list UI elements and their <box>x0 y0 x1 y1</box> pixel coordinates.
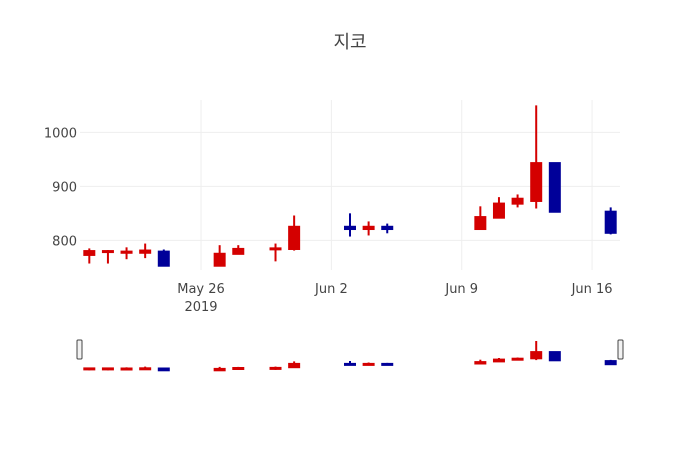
candle-increasing[interactable] <box>288 215 301 251</box>
candle-decreasing[interactable] <box>604 207 617 235</box>
candle-increasing[interactable] <box>83 248 96 264</box>
candle-decreasing[interactable] <box>344 213 356 237</box>
x-tick-year-label: 2019 <box>184 300 217 315</box>
candle-increasing[interactable] <box>101 367 114 371</box>
candle-decreasing[interactable] <box>548 162 561 213</box>
candle-increasing[interactable] <box>120 247 133 260</box>
candle-decreasing[interactable] <box>381 362 394 366</box>
range-slider[interactable] <box>76 339 624 372</box>
candle-increasing[interactable] <box>139 243 152 259</box>
candlestick-series[interactable] <box>83 105 617 267</box>
candle-decreasing[interactable] <box>604 359 617 366</box>
y-tick-label: 1000 <box>44 126 77 141</box>
range-slider-right-handle[interactable] <box>617 339 624 360</box>
candle-increasing[interactable] <box>474 359 487 365</box>
candle-increasing[interactable] <box>288 361 301 369</box>
grid-lines <box>80 100 620 270</box>
x-axis: May 26 2019 Jun 2 Jun 9 Jun 16 <box>177 282 612 315</box>
candle-increasing[interactable] <box>492 358 505 363</box>
y-tick-label: 800 <box>52 234 77 249</box>
x-tick-label: May 26 <box>177 282 225 297</box>
candle-increasing[interactable] <box>232 245 245 255</box>
candle-increasing[interactable] <box>139 366 152 371</box>
candle-increasing[interactable] <box>530 341 543 361</box>
candle-decreasing[interactable] <box>344 361 356 366</box>
candle-decreasing[interactable] <box>157 249 170 267</box>
x-tick-label: Jun 9 <box>444 282 478 297</box>
candle-increasing[interactable] <box>269 243 282 262</box>
candle-increasing[interactable] <box>474 206 487 231</box>
x-tick-label: Jun 16 <box>571 282 613 297</box>
candle-decreasing[interactable] <box>548 351 561 362</box>
candle-increasing[interactable] <box>362 362 375 366</box>
candle-increasing[interactable] <box>511 357 524 361</box>
candle-increasing[interactable] <box>120 367 133 371</box>
candle-increasing[interactable] <box>83 367 96 371</box>
candle-increasing[interactable] <box>269 366 282 370</box>
x-tick-label: Jun 2 <box>314 282 348 297</box>
range-slider-left-handle[interactable] <box>76 339 83 360</box>
candle-increasing[interactable] <box>492 197 505 219</box>
candle-increasing[interactable] <box>101 250 114 264</box>
candle-increasing[interactable] <box>213 366 226 372</box>
candle-increasing[interactable] <box>362 221 375 236</box>
y-axis: 800 900 1000 <box>44 126 77 249</box>
candle-increasing[interactable] <box>232 366 245 370</box>
candle-increasing[interactable] <box>511 194 524 208</box>
candle-decreasing[interactable] <box>157 367 170 372</box>
y-tick-label: 900 <box>52 180 77 195</box>
chart-title: 지코 <box>333 32 366 53</box>
candle-increasing[interactable] <box>530 105 543 209</box>
candle-increasing[interactable] <box>213 245 226 267</box>
candle-decreasing[interactable] <box>381 223 394 234</box>
